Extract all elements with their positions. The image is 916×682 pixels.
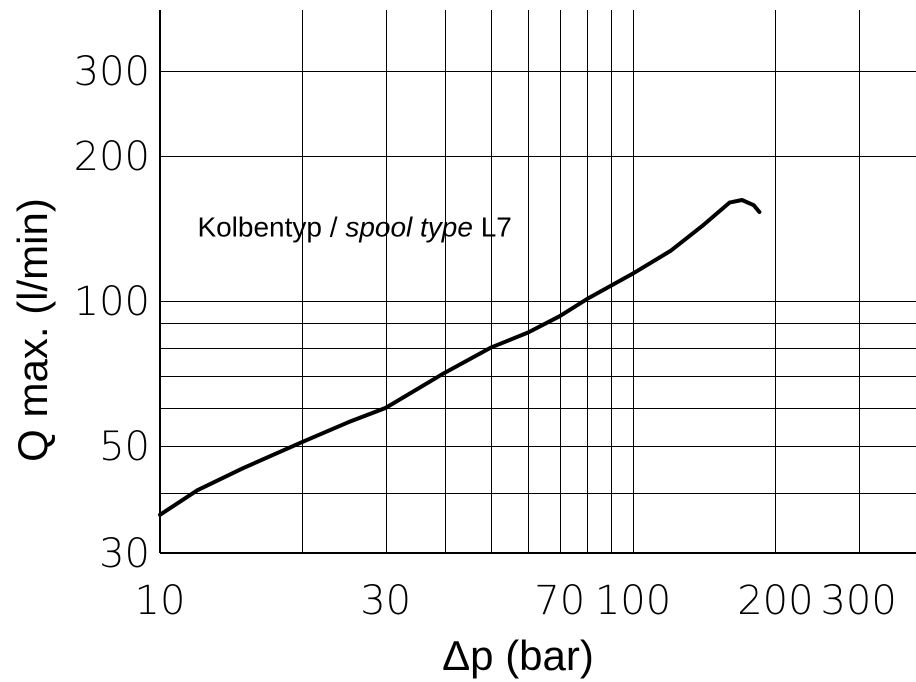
x-tick-label: 100 xyxy=(595,578,671,624)
y-tick-label: 200 xyxy=(74,134,150,180)
annotation-part3: L7 xyxy=(473,212,512,243)
annotation-part2: spool type xyxy=(345,212,473,243)
grid-x-lines xyxy=(302,10,860,553)
chart-annotation: Kolbentyp / spool type L7 xyxy=(197,212,511,243)
x-axis-title: Δp (bar) xyxy=(442,632,594,679)
x-tick-label: 10 xyxy=(135,578,186,624)
y-axis-title: Q max. (l/min) xyxy=(9,198,56,462)
x-tick-labels: 10 30 70 100 200 300 xyxy=(135,578,897,624)
y-tick-label: 30 xyxy=(99,531,150,577)
x-tick-label: 200 xyxy=(737,578,813,624)
x-tick-label: 300 xyxy=(820,578,896,624)
y-tick-label: 50 xyxy=(99,424,150,470)
x-tick-label: 30 xyxy=(360,578,411,624)
y-tick-labels: 30 50 100 200 300 xyxy=(74,49,150,577)
grid-y-lines xyxy=(160,71,916,494)
x-tick-label: 70 xyxy=(534,578,585,624)
series-line xyxy=(158,198,762,517)
annotation-part1: Kolbentyp / xyxy=(197,212,345,243)
y-tick-label: 100 xyxy=(74,279,150,325)
y-tick-label: 300 xyxy=(74,49,150,95)
